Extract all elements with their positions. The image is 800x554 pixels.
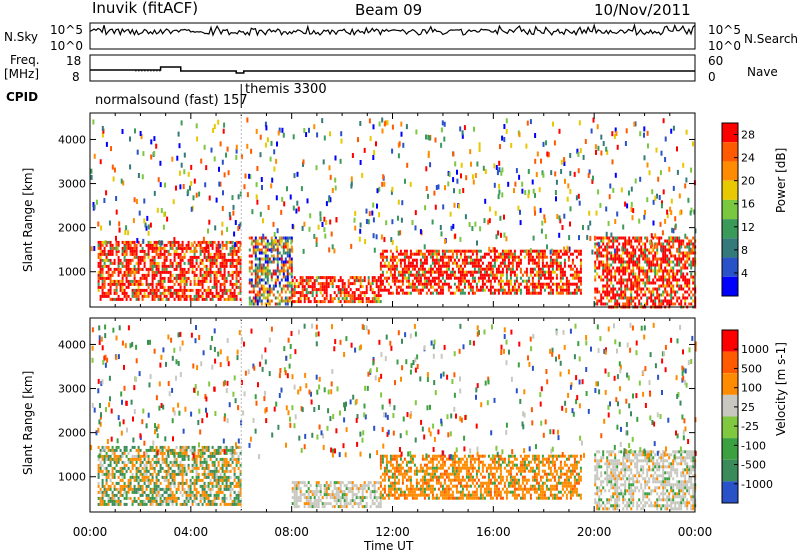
y-tick-label: 1000 bbox=[58, 471, 86, 484]
colorbar-swatch bbox=[722, 123, 738, 143]
cpid-label: CPID bbox=[6, 90, 39, 104]
velocity-panel: 1000 2000 3000 4000 bbox=[58, 317, 697, 513]
noise-tick-right-top: 10^5 bbox=[708, 23, 741, 37]
colorbar-tick-label: 16 bbox=[741, 198, 755, 211]
colorbar-tick-label: 4 bbox=[741, 267, 748, 280]
x-tick-label: 08:00 bbox=[274, 525, 309, 539]
x-tick-label: 00:00 bbox=[678, 525, 713, 539]
freq-trace bbox=[90, 66, 695, 74]
nsky-label: N.Sky bbox=[4, 30, 39, 44]
colorbar-swatch bbox=[722, 219, 738, 239]
colorbar-tick-label: 100 bbox=[741, 382, 762, 395]
y-tick-label: 4000 bbox=[58, 133, 86, 146]
colorbar-tick-label: -25 bbox=[741, 420, 759, 433]
y-tick-label: 4000 bbox=[58, 338, 86, 351]
colorbar-tick-label: 25 bbox=[741, 401, 755, 414]
y-tick-label: 1000 bbox=[58, 266, 86, 279]
freq-tick-bottom: 8 bbox=[72, 70, 80, 84]
colorbar-swatch bbox=[722, 459, 738, 482]
cpid-segment-1: normalsound (fast) 157 bbox=[95, 93, 248, 108]
colorbar-swatch bbox=[722, 330, 738, 352]
colorbar-swatch bbox=[722, 351, 738, 374]
colorbar-swatch bbox=[722, 180, 738, 200]
colorbar-tick-label: 8 bbox=[741, 244, 748, 257]
y-tick-label: 2000 bbox=[58, 222, 86, 235]
colorbar-swatch bbox=[722, 438, 738, 460]
colorbar-swatch bbox=[722, 416, 738, 439]
x-tick-label: 04:00 bbox=[174, 525, 209, 539]
noise-panel bbox=[89, 22, 696, 50]
x-tick-label: 20:00 bbox=[577, 525, 612, 539]
cpid-segment-2: themis 3300 bbox=[245, 82, 327, 97]
scatter-pixels bbox=[90, 322, 697, 511]
colorbar-tick-label: 1000 bbox=[741, 343, 769, 356]
colorbar-frame bbox=[721, 329, 739, 504]
colorbar-tick-label: -100 bbox=[741, 439, 766, 452]
scatter-pixels bbox=[90, 117, 697, 309]
x-tick-label: 16:00 bbox=[476, 525, 511, 539]
noise-tick-right-bottom: 10^0 bbox=[708, 39, 741, 53]
freq-label: Freq. bbox=[10, 53, 40, 67]
colorbar-swatch bbox=[722, 481, 738, 503]
x-tick-label: 12:00 bbox=[375, 525, 410, 539]
y-tick-label: 3000 bbox=[58, 178, 86, 191]
velocity-colorbar: 1000 500 100 25 -25 -100 -500 -1000 bbox=[721, 329, 773, 504]
x-axis-ticks: 00:00 04:00 08:00 12:00 16:00 20:00 00:00 bbox=[73, 525, 713, 539]
y-tick-label: 2000 bbox=[58, 427, 86, 440]
colorbar-tick-label: 20 bbox=[741, 175, 755, 188]
freq-tick-top: 18 bbox=[66, 54, 82, 68]
colorbar-swatch bbox=[722, 257, 738, 277]
power-panel: 1000 2000 3000 4000 bbox=[58, 112, 697, 309]
noise-tick-left-top: 10^5 bbox=[50, 23, 83, 37]
colorbar-swatch bbox=[722, 238, 738, 258]
beam-title: Beam 09 bbox=[355, 1, 423, 19]
noise-tick-left-bottom: 10^0 bbox=[50, 39, 83, 53]
colorbar-swatch bbox=[722, 276, 738, 296]
colorbar-tick-label: 24 bbox=[741, 152, 755, 165]
colorbar-swatch bbox=[722, 142, 738, 162]
colorbar-frame bbox=[721, 122, 739, 297]
power-colorbar: 4 8 12 16 20 24 28 bbox=[721, 122, 755, 297]
colorbar-tick-label: 500 bbox=[741, 362, 762, 375]
y-tick-label: 3000 bbox=[58, 383, 86, 396]
colorbar-swatch bbox=[722, 161, 738, 181]
colorbar-swatch bbox=[722, 199, 738, 220]
nsearch-label: N.Search bbox=[744, 32, 799, 46]
x-tick-label: 00:00 bbox=[73, 525, 108, 539]
colorbar-swatch bbox=[722, 394, 738, 417]
nave-tick-bottom: 0 bbox=[708, 70, 716, 84]
colorbar-tick-label: -500 bbox=[741, 459, 766, 472]
nave-tick-top: 60 bbox=[708, 54, 724, 68]
colorbar-tick-label: -1000 bbox=[741, 478, 773, 491]
station-title: Inuvik (fitACF) bbox=[92, 0, 199, 17]
colorbar-tick-label: 28 bbox=[741, 129, 755, 142]
date-title: 10/Nov/2011 bbox=[594, 1, 691, 19]
freq-panel bbox=[89, 54, 696, 82]
colorbar-swatch bbox=[722, 373, 738, 395]
noise-trace bbox=[89, 23, 696, 37]
nave-label: Nave bbox=[747, 65, 778, 79]
status-traces bbox=[89, 23, 696, 74]
x-axis-label: Time UT bbox=[364, 539, 414, 553]
freq-unit-label: [MHz] bbox=[4, 67, 40, 81]
colorbar-tick-label: 12 bbox=[741, 221, 755, 234]
